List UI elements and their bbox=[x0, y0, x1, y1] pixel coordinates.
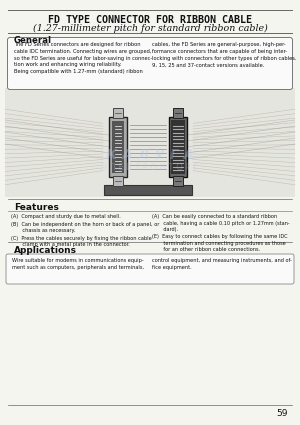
Text: Applications: Applications bbox=[14, 246, 77, 255]
FancyBboxPatch shape bbox=[8, 37, 292, 90]
Bar bbox=[173, 108, 183, 118]
Bar bbox=[104, 185, 192, 195]
Text: (E)  Easy to connect cables by following the same IDC
       termination and con: (E) Easy to connect cables by following … bbox=[152, 234, 287, 252]
Text: cables, the FD Series are general-purpose, high-per-
formance connectors that ar: cables, the FD Series are general-purpos… bbox=[152, 42, 296, 68]
Text: The FD Series connectors are designed for ribbon
cable IDC termination. Connecti: The FD Series connectors are designed fo… bbox=[14, 42, 152, 74]
Text: (A)  Compact and sturdy due to metal shell.: (A) Compact and sturdy due to metal shel… bbox=[11, 214, 121, 219]
Text: Features: Features bbox=[14, 203, 59, 212]
Bar bbox=[5, 88, 295, 197]
Bar bbox=[113, 176, 123, 186]
Text: (1.27-millimeter pitch for standard ribbon cable): (1.27-millimeter pitch for standard ribb… bbox=[33, 24, 267, 33]
Text: К А Л У Г А: К А Л У Г А bbox=[106, 148, 194, 162]
Text: control equipment, and measuring instruments, and of-
fice equipment.: control equipment, and measuring instrum… bbox=[152, 258, 292, 269]
Bar bbox=[109, 117, 127, 177]
Bar bbox=[171, 120, 185, 174]
Bar bbox=[169, 117, 187, 177]
Text: FD TYPE CONNECTOR FOR RIBBON CABLE: FD TYPE CONNECTOR FOR RIBBON CABLE bbox=[48, 15, 252, 25]
FancyBboxPatch shape bbox=[6, 254, 294, 284]
Bar bbox=[173, 176, 183, 186]
Bar bbox=[113, 108, 123, 118]
Text: 59: 59 bbox=[277, 409, 288, 418]
Text: General: General bbox=[14, 36, 52, 45]
Bar bbox=[112, 121, 124, 173]
Text: Wire suitable for modems in communications equip-
ment such as computers, periph: Wire suitable for modems in communicatio… bbox=[12, 258, 144, 269]
Text: Э Л Е К Т Р О Н Т О Р Г: Э Л Е К Т Р О Н Т О Р Г bbox=[101, 162, 199, 172]
Text: (C)  Press the cables securely by fixing the ribbon cable
       clamp with a me: (C) Press the cables securely by fixing … bbox=[11, 235, 152, 247]
Text: (A)  Can be easily connected to a standard ribbon
       cable, having a cable 0: (A) Can be easily connected to a standar… bbox=[152, 214, 290, 232]
Text: (B)  Can be independent on the horn or back of a panel, or
       chassis as nec: (B) Can be independent on the horn or ba… bbox=[11, 222, 159, 233]
